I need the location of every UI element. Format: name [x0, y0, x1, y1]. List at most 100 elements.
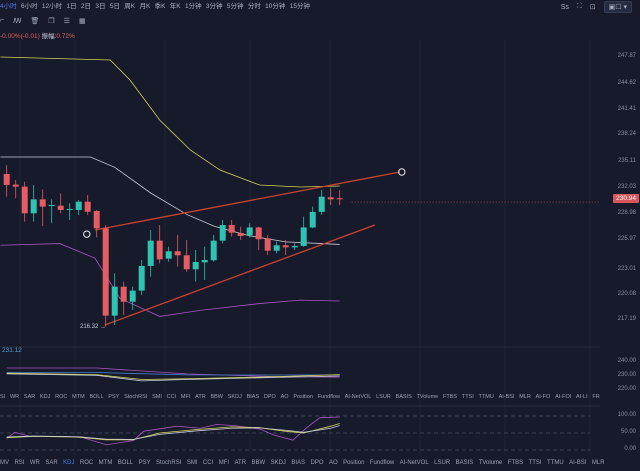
- indicator-tab-ai-netvol[interactable]: AI-NetVOL: [399, 460, 429, 466]
- indicator-tab-ttsi[interactable]: TTSI: [528, 460, 542, 466]
- delete-icon[interactable]: 🗑︎: [30, 18, 40, 25]
- indicator-tab-rsi[interactable]: RSI: [14, 460, 25, 466]
- indicator-tab-ttsi[interactable]: TTSI: [461, 394, 474, 400]
- indicator-tab-kdj[interactable]: KDJ: [39, 394, 51, 400]
- indicator-tab-tvolume[interactable]: TVolume: [416, 394, 439, 400]
- indicator-tab-psy[interactable]: PSY: [108, 394, 120, 400]
- timeframe-5[interactable]: 3日: [95, 3, 106, 10]
- indicator-tab-smi[interactable]: SMI: [152, 394, 162, 400]
- indicator-tab-mfi[interactable]: MFI: [180, 394, 191, 400]
- indicator-tab-dpo[interactable]: DPO: [263, 394, 276, 400]
- timeframe-11[interactable]: 1分钟: [184, 3, 202, 10]
- indicator-tab-lsur[interactable]: LSUR: [376, 394, 391, 400]
- drawing-toolbar: ⌐ ꟿ 🗑︎ ❐ ☰ ▦: [0, 17, 86, 25]
- amplitude-label: 振幅:: [41, 33, 57, 40]
- timeframe-2[interactable]: 12小时: [41, 3, 63, 10]
- indicator-tab-ai-foi[interactable]: AI-FOI: [555, 394, 572, 400]
- indicator-tab-si[interactable]: SI: [0, 394, 6, 400]
- timeframe-10[interactable]: 年K: [169, 3, 181, 10]
- indicator-tab-dpo[interactable]: DPO: [310, 460, 324, 466]
- indicator-tab-bias[interactable]: BIAS: [291, 460, 306, 466]
- indicator-tab-ttmu[interactable]: TTMU: [478, 394, 494, 400]
- style-button[interactable]: Ss: [560, 3, 569, 11]
- timeframe-0[interactable]: 4小时: [0, 3, 17, 10]
- indicator-tab-ttmu[interactable]: TTMU: [547, 460, 564, 466]
- calendar-icon[interactable]: ▦: [78, 18, 86, 25]
- indicator-tab-ao[interactable]: AO: [280, 394, 289, 400]
- indicator-tab-sar[interactable]: SAR: [23, 394, 36, 400]
- timeframe-1[interactable]: 6小时: [20, 3, 38, 10]
- indicator-tab-cci[interactable]: CCI: [202, 460, 214, 466]
- settings-icon[interactable]: ☰: [63, 18, 70, 25]
- indicator-tab-basis[interactable]: BASIS: [455, 460, 474, 466]
- indicator-tab-boll[interactable]: BOLL: [89, 394, 104, 400]
- indicator-tab-stochrsi[interactable]: StochRSI: [156, 460, 182, 466]
- indicator-tab-skdj[interactable]: SKDJ: [270, 460, 286, 466]
- indicator-tab-position[interactable]: Position: [293, 394, 313, 400]
- indicator-tab-bbw[interactable]: BBW: [210, 394, 223, 400]
- indicator-tab-kdj[interactable]: KDJ: [63, 460, 75, 466]
- indicator-tab-mfi[interactable]: MFI: [218, 460, 230, 466]
- indicator-tab-ai-bsi[interactable]: AI-BSI: [498, 394, 515, 400]
- indicator-tab-mv[interactable]: MV: [0, 460, 9, 466]
- indicator-tab-bbw[interactable]: BBW: [251, 460, 266, 466]
- indicator-tab-mtm[interactable]: MTM: [98, 460, 113, 466]
- indicator-tab-position[interactable]: Position: [343, 460, 365, 466]
- indicator-tab-basis[interactable]: BASIS: [395, 394, 412, 400]
- candle-up: [30, 199, 37, 214]
- indicator-tab-ai-bsi[interactable]: AI-BSI: [569, 460, 587, 466]
- price-axis-label: 223.01: [617, 266, 636, 272]
- candle-down: [102, 228, 109, 316]
- indicator-tab-boll[interactable]: BOLL: [117, 460, 134, 466]
- timeframe-9[interactable]: 季K: [154, 3, 166, 10]
- indicator-tab-tvolume[interactable]: TVolume: [478, 460, 503, 466]
- indicator-tab-fundflow[interactable]: Fundflow: [317, 394, 340, 400]
- indicator-tab-ai-li[interactable]: AI-LI: [576, 394, 588, 400]
- indicator-tab-ai-fo[interactable]: AI-FO: [535, 394, 551, 400]
- indicator-tab-skdj[interactable]: SKDJ: [227, 394, 242, 400]
- timeframe-6[interactable]: 5日: [109, 3, 120, 10]
- indicator-tab-ao[interactable]: AO: [328, 460, 338, 466]
- indicator-tab-bias[interactable]: BIAS: [246, 394, 260, 400]
- candle-down: [255, 227, 262, 240]
- candle-up: [318, 196, 325, 212]
- timeframe-4[interactable]: 2日: [80, 3, 92, 10]
- indicator-tab-fr[interactable]: FR: [592, 394, 600, 400]
- candle-up: [210, 240, 217, 261]
- timeframe-7[interactable]: 周K: [124, 3, 136, 10]
- indicator-tab-wr[interactable]: WR: [29, 460, 40, 466]
- timeframe-8[interactable]: 月K: [139, 3, 151, 10]
- timeframe-3[interactable]: 1日: [66, 3, 77, 10]
- indicator-tab-stochrsi[interactable]: StochRSI: [124, 394, 148, 400]
- indicator-tab-mlr[interactable]: MLR: [591, 460, 605, 466]
- layout-dropdown[interactable]: ▣☐ ▾: [603, 1, 632, 13]
- timeframe-15[interactable]: 10分钟: [265, 3, 286, 10]
- indicator-tab-ftbs[interactable]: FTBS: [507, 460, 524, 466]
- screenshot-icon[interactable]: ⊡: [589, 4, 596, 11]
- indicator-tab-ai-netvol[interactable]: AI-NetVOL: [344, 394, 372, 400]
- draw-icon[interactable]: ⌐: [0, 17, 5, 24]
- indicator-tab-atr[interactable]: ATR: [195, 394, 206, 400]
- indicator-tab-mlr[interactable]: MLR: [519, 394, 531, 400]
- indicator-tab-fundflow[interactable]: Fundflow: [369, 460, 395, 466]
- indicator-icon[interactable]: ꟿ: [13, 18, 22, 25]
- timeframe-14[interactable]: 分时: [247, 3, 261, 10]
- indicator-tab-roc[interactable]: ROC: [55, 394, 68, 400]
- indicator-tab-psy[interactable]: PSY: [138, 460, 151, 466]
- indicator-tab-atr[interactable]: ATR: [234, 460, 247, 466]
- copy-icon[interactable]: ❐: [48, 18, 55, 25]
- indicator-tab-roc[interactable]: ROC: [79, 460, 94, 466]
- indicator-tab-smi[interactable]: SMI: [186, 460, 198, 466]
- timeframe-12[interactable]: 3分钟: [205, 3, 223, 10]
- timeframe-13[interactable]: 5分钟: [226, 3, 244, 10]
- indicator-tab-cci[interactable]: CCI: [166, 394, 177, 400]
- indicator-tab-mtm[interactable]: MTM: [72, 394, 85, 400]
- candle-down: [21, 186, 28, 214]
- timeframe-16[interactable]: 15分钟: [289, 3, 310, 10]
- indicator-tab-lsur[interactable]: LSUR: [434, 460, 451, 466]
- indicator-tab-sar[interactable]: SAR: [45, 460, 58, 466]
- indicator-tab-wr[interactable]: WR: [9, 394, 20, 400]
- indicator-tab-ftbs[interactable]: FTBS: [443, 394, 458, 400]
- fullscreen-icon[interactable]: ⛶: [576, 3, 582, 10]
